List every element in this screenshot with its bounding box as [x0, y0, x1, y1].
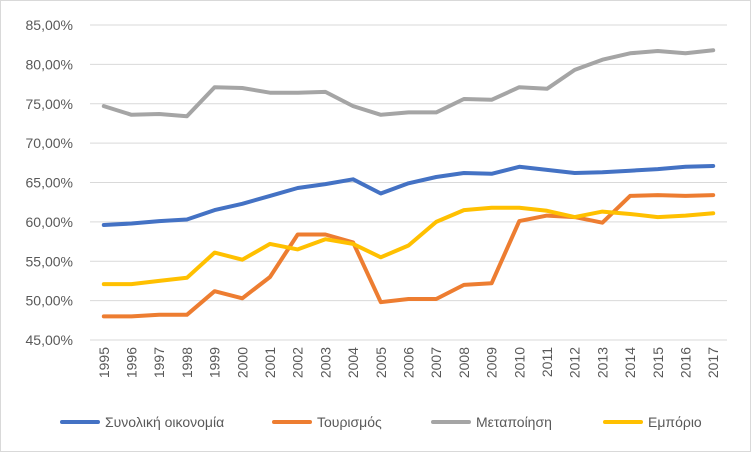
- series-line-1: [101, 164, 716, 227]
- x-tick-label: 1998: [179, 347, 195, 378]
- series-line-3: [101, 48, 716, 119]
- x-tick-label: 1997: [151, 347, 167, 378]
- x-tick-label: 1999: [207, 347, 223, 378]
- legend-label: Μεταποίηση: [476, 414, 552, 430]
- x-tick-label: 2002: [290, 347, 306, 378]
- y-tick-label: 45,00%: [26, 332, 73, 348]
- y-tick-label: 80,00%: [26, 56, 73, 72]
- y-tick-label: 75,00%: [26, 96, 73, 112]
- legend-label: Εμπόριο: [648, 414, 702, 430]
- x-tick-label: 2017: [705, 347, 721, 378]
- y-tick-label: 70,00%: [26, 135, 73, 151]
- legend-item: Συνολική οικονομία: [60, 414, 224, 430]
- x-tick-label: 1995: [96, 347, 112, 378]
- x-tick-label: 2003: [317, 347, 333, 378]
- x-tick-label: 2010: [511, 347, 527, 378]
- x-tick-label: 2009: [484, 347, 500, 378]
- x-tick-label: 2012: [567, 347, 583, 378]
- y-axis-tick-labels: 45,00% 50,00% 55,00% 60,00% 65,00% 70,00% 75,0…: [26, 17, 73, 348]
- x-tick-label: 2004: [345, 347, 361, 378]
- series-line-4: [101, 205, 716, 287]
- legend-label: Συνολική οικονομία: [105, 414, 224, 430]
- x-tick-label: 2014: [622, 347, 638, 378]
- y-tick-label: 55,00%: [26, 253, 73, 269]
- x-tick-label: 2015: [650, 347, 666, 378]
- y-tick-label: 60,00%: [26, 214, 73, 230]
- x-tick-label: 1996: [124, 347, 140, 378]
- x-tick-label: 2016: [677, 347, 693, 378]
- legend-item: Εμπόριο: [603, 414, 702, 430]
- legend: Συνολική οικονομία Τουρισμός Μεταποίηση Εμπ…: [60, 414, 702, 430]
- x-tick-label: 2001: [262, 347, 278, 378]
- x-tick-label: 2007: [428, 347, 444, 378]
- y-tick-label: 65,00%: [26, 175, 73, 191]
- x-axis-tick-labels: 1995 1996 1997 1998 1999 2000 2001 2002 2003 2004…: [96, 347, 721, 378]
- series-lines: [101, 48, 716, 319]
- y-tick-label: 85,00%: [26, 17, 73, 33]
- x-tick-label: 2008: [456, 347, 472, 378]
- y-tick-label: 50,00%: [26, 293, 73, 309]
- x-tick-label: 2011: [539, 347, 555, 377]
- x-tick-label: 2013: [594, 347, 610, 378]
- legend-item: Τουρισμός: [272, 414, 382, 430]
- x-tick-label: 2005: [373, 347, 389, 378]
- legend-label: Τουρισμός: [317, 414, 382, 430]
- x-tick-label: 2000: [234, 347, 250, 378]
- x-tick-label: 2006: [401, 347, 417, 378]
- legend-item: Μεταποίηση: [431, 414, 552, 430]
